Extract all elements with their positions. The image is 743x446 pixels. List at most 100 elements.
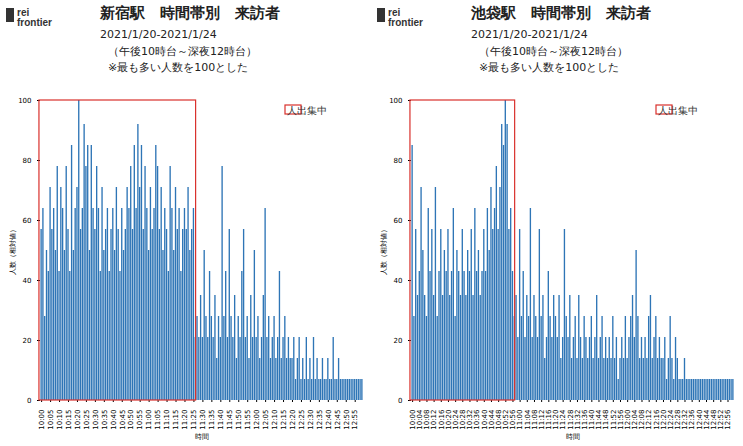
svg-text:80: 80 <box>23 157 32 165</box>
svg-text:時間: 時間 <box>195 433 209 441</box>
svg-text:時間: 時間 <box>566 433 580 441</box>
svg-text:12:45: 12:45 <box>334 410 342 430</box>
html-text:2021/1/20-2021/1/24: 2021/1/20-2021/1/24 <box>471 28 588 41</box>
svg-text:10:00: 10:00 <box>38 410 46 430</box>
svg-text:11:00: 11:00 <box>145 410 153 430</box>
html-text:2021/1/20-2021/1/24: 2021/1/20-2021/1/24 <box>100 28 217 41</box>
html-text:rei: rei <box>17 7 30 18</box>
html-text:（午後10時台～深夜12時台）: （午後10時台～深夜12時台） <box>108 45 257 58</box>
svg-text:10:25: 10:25 <box>83 410 91 430</box>
svg-text:11:40: 11:40 <box>217 410 225 430</box>
svg-text:10:12: 10:12 <box>430 409 439 430</box>
svg-text:100: 100 <box>18 97 31 105</box>
svg-text:11:35: 11:35 <box>208 410 216 430</box>
svg-text:20: 20 <box>394 337 403 345</box>
svg-text:40: 40 <box>23 277 32 285</box>
svg-text:12:16: 12:16 <box>652 409 661 430</box>
html-text:（午後10時台～深夜12時台）: （午後10時台～深夜12時台） <box>479 45 628 58</box>
svg-text:10:08: 10:08 <box>423 409 432 430</box>
svg-text:12:50: 12:50 <box>342 410 350 430</box>
svg-text:10:50: 10:50 <box>127 410 135 430</box>
svg-text:10:05: 10:05 <box>47 410 55 430</box>
svg-text:12:04: 12:04 <box>631 409 640 430</box>
svg-text:人出集中: 人出集中 <box>658 105 698 116</box>
svg-text:11:55: 11:55 <box>244 410 252 430</box>
svg-text:10:30: 10:30 <box>92 410 100 430</box>
svg-text:11:52: 11:52 <box>609 409 618 430</box>
svg-text:12:55: 12:55 <box>351 410 359 430</box>
svg-text:11:44: 11:44 <box>595 409 604 430</box>
svg-text:10:20: 10:20 <box>74 410 82 430</box>
svg-text:11:20: 11:20 <box>552 409 561 430</box>
svg-text:12:08: 12:08 <box>638 409 647 430</box>
html-text:frontier: frontier <box>17 17 52 28</box>
svg-text:12:40: 12:40 <box>325 410 333 430</box>
svg-text:11:32: 11:32 <box>573 409 582 430</box>
svg-text:11:10: 11:10 <box>163 410 171 430</box>
svg-text:12:05: 12:05 <box>262 410 270 430</box>
svg-text:10:45: 10:45 <box>118 410 126 430</box>
svg-text:12:30: 12:30 <box>307 410 315 430</box>
svg-text:12:20: 12:20 <box>659 409 668 430</box>
html-text:新宿駅 時間帯別 来訪者: 新宿駅 時間帯別 来訪者 <box>100 4 280 22</box>
svg-text:11:05: 11:05 <box>154 410 162 430</box>
svg-text:11:12: 11:12 <box>537 409 546 430</box>
svg-text:11:24: 11:24 <box>559 409 568 430</box>
svg-text:11:45: 11:45 <box>226 410 234 430</box>
svg-text:11:20: 11:20 <box>181 410 189 430</box>
svg-text:60: 60 <box>394 217 403 225</box>
svg-text:40: 40 <box>394 277 403 285</box>
svg-text:10:32: 10:32 <box>466 409 475 430</box>
svg-text:人出集中: 人出集中 <box>287 105 327 116</box>
svg-text:11:40: 11:40 <box>588 409 597 430</box>
html-text:rei: rei <box>388 7 401 18</box>
svg-text:11:56: 11:56 <box>616 409 625 430</box>
svg-text:11:30: 11:30 <box>199 410 207 430</box>
svg-text:11:36: 11:36 <box>580 409 589 430</box>
svg-text:0: 0 <box>398 397 402 405</box>
svg-text:10:48: 10:48 <box>494 409 503 430</box>
svg-text:10:35: 10:35 <box>101 410 109 430</box>
svg-text:10:56: 10:56 <box>509 409 518 430</box>
svg-text:12:15: 12:15 <box>280 410 288 430</box>
svg-text:11:50: 11:50 <box>235 410 243 430</box>
html-text:池袋駅 時間帯別 来訪者: 池袋駅 時間帯別 来訪者 <box>471 4 651 22</box>
html-text:frontier: frontier <box>388 17 423 28</box>
svg-text:人数（相対値）: 人数（相対値） <box>380 226 388 275</box>
svg-text:10:55: 10:55 <box>136 410 144 430</box>
svg-text:12:12: 12:12 <box>645 409 654 430</box>
svg-text:11:00: 11:00 <box>516 409 525 430</box>
svg-text:12:25: 12:25 <box>298 410 306 430</box>
svg-text:10:24: 10:24 <box>451 409 460 430</box>
svg-text:10:15: 10:15 <box>65 410 73 430</box>
svg-text:20: 20 <box>23 337 32 345</box>
svg-text:10:00: 10:00 <box>408 409 417 430</box>
svg-text:11:48: 11:48 <box>602 409 611 430</box>
svg-text:0: 0 <box>27 397 31 405</box>
svg-text:12:24: 12:24 <box>666 409 675 430</box>
svg-text:10:16: 10:16 <box>437 409 446 430</box>
svg-text:12:20: 12:20 <box>289 410 297 430</box>
svg-text:11:28: 11:28 <box>566 409 575 430</box>
svg-text:10:36: 10:36 <box>473 409 482 430</box>
svg-text:11:15: 11:15 <box>172 410 180 430</box>
svg-text:11:08: 11:08 <box>530 409 539 430</box>
svg-text:12:56: 12:56 <box>724 409 732 430</box>
svg-text:12:35: 12:35 <box>316 410 324 430</box>
svg-text:80: 80 <box>394 157 403 165</box>
svg-text:10:20: 10:20 <box>444 409 453 430</box>
svg-text:10:10: 10:10 <box>56 410 64 430</box>
svg-text:60: 60 <box>23 217 32 225</box>
svg-text:100: 100 <box>389 97 402 105</box>
svg-text:人数（相対値）: 人数（相対値） <box>9 226 17 275</box>
html-text:※最も多い人数を100とした: ※最も多い人数を100とした <box>108 61 249 74</box>
svg-text:11:04: 11:04 <box>523 409 532 430</box>
svg-text:12:10: 12:10 <box>271 410 279 430</box>
svg-text:10:40: 10:40 <box>480 409 489 430</box>
svg-text:10:40: 10:40 <box>110 410 118 430</box>
svg-text:10:44: 10:44 <box>487 409 496 430</box>
html-text:※最も多い人数を100とした: ※最も多い人数を100とした <box>479 61 620 74</box>
svg-text:12:00: 12:00 <box>253 410 261 430</box>
svg-text:11:25: 11:25 <box>190 410 198 430</box>
svg-text:12:00: 12:00 <box>623 409 632 430</box>
